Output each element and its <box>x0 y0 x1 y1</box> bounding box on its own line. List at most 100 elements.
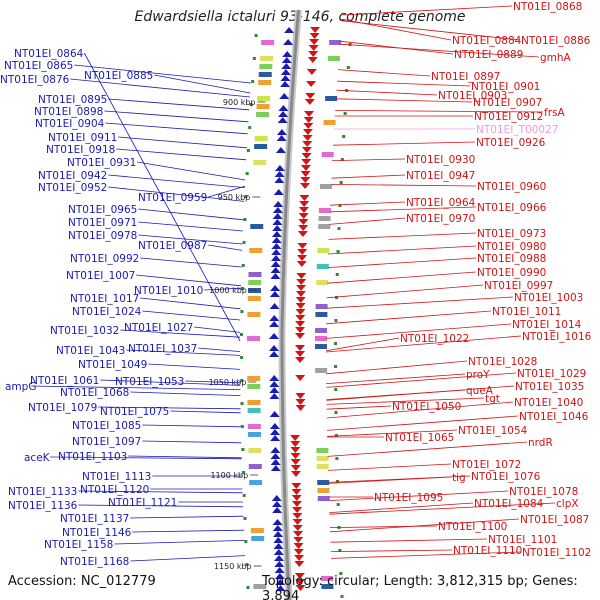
right-gene-label: NT01EI_1040 <box>514 397 583 409</box>
left-gene-label: NT01EI_0898 <box>34 106 103 118</box>
forward-gene-arrow <box>299 201 310 207</box>
left-gene-label: NT01EI_1103 <box>58 451 127 463</box>
forward-gene-arrow <box>300 177 311 183</box>
reverse-gene-arrow <box>274 555 285 561</box>
reverse-gene-arrow <box>274 567 285 573</box>
forward-gene-arrow <box>304 111 315 117</box>
cog-tile-left <box>258 72 272 77</box>
right-label-leader <box>326 372 517 388</box>
forward-gene-arrow <box>297 255 308 261</box>
left-label-leader <box>78 490 243 494</box>
cog-tile-right <box>323 120 336 125</box>
reverse-gene-arrow <box>272 207 283 213</box>
gc-marker-right <box>340 158 344 161</box>
right-label-leader <box>337 80 471 87</box>
reverse-gene-arrow <box>273 189 284 195</box>
gc-marker-right <box>338 204 342 207</box>
forward-gene-arrow <box>295 333 306 339</box>
right-label-leader <box>326 405 392 410</box>
cog-tile-left <box>247 376 261 381</box>
left-label-leader <box>130 391 241 396</box>
forward-gene-arrow <box>298 225 309 231</box>
left-label-leader <box>114 540 245 545</box>
left-label-leader <box>142 440 242 444</box>
genome-summary-text: Topology: circular; Length: 3,812,315 bp… <box>262 574 578 600</box>
scale-label: 1000 kbp <box>209 286 247 295</box>
forward-gene-arrow <box>293 543 304 549</box>
left-label-leader <box>208 244 243 251</box>
left-gene-label: NT01EI_1010 <box>134 285 203 297</box>
right-gene-label: NT01EI_1076 <box>471 471 541 483</box>
cog-tile-left <box>247 408 261 413</box>
right-label-leader <box>327 441 528 457</box>
left-gene-label: aceK <box>24 452 51 464</box>
left-label-leader <box>126 349 241 356</box>
reverse-gene-arrow <box>282 51 293 57</box>
reverse-gene-arrow <box>269 387 280 393</box>
scale-label: 1100 kbp <box>210 471 248 480</box>
gc-marker-right <box>343 112 347 115</box>
right-gene-label: clpX <box>556 498 579 510</box>
reverse-gene-arrow <box>269 345 280 351</box>
cog-tile-left <box>247 384 261 389</box>
cog-tile-left <box>259 64 273 69</box>
left-label-leader <box>70 78 251 98</box>
left-gene-label: NT01EI_0911 <box>48 132 117 144</box>
left-label-leader <box>136 274 242 287</box>
forward-gene-arrow <box>302 129 313 135</box>
reverse-gene-arrow <box>271 231 282 237</box>
forward-gene-arrow <box>291 489 302 495</box>
gc-marker-left <box>243 218 247 221</box>
scale-label: 950 kbp <box>218 193 251 202</box>
left-gene-label: NT01EI_1136 <box>8 500 78 512</box>
left-label-leader <box>108 174 245 188</box>
right-gene-label: NT01EI_1046 <box>519 411 589 423</box>
forward-gene-arrow <box>292 519 303 525</box>
reverse-gene-arrow <box>281 57 292 63</box>
forward-gene-arrow <box>293 549 304 555</box>
left-label-leader <box>100 379 241 386</box>
cog-tile-left <box>248 464 262 469</box>
forward-gene-arrow <box>295 579 306 585</box>
forward-gene-arrow <box>300 171 311 177</box>
forward-gene-arrow <box>295 351 306 357</box>
left-gene-label: NT01EI_0864 <box>14 48 84 60</box>
forward-gene-arrow <box>304 99 315 105</box>
right-label-leader <box>328 490 509 501</box>
cog-tile-right <box>315 344 328 349</box>
cog-tile-right <box>318 224 331 229</box>
reverse-gene-arrow <box>274 573 285 579</box>
left-label-leader <box>108 186 245 202</box>
cog-tile-left <box>251 536 265 541</box>
reverse-gene-arrow <box>269 351 280 357</box>
right-gene-label: NT01EI_1110 <box>453 545 522 557</box>
gc-marker-right <box>340 595 344 598</box>
reverse-gene-arrow <box>269 381 280 387</box>
accession-text: Accession: NC_012779 <box>8 574 156 589</box>
reverse-gene-arrow <box>271 255 282 261</box>
forward-gene-arrow <box>297 249 308 255</box>
left-label-leader <box>138 234 243 245</box>
forward-gene-arrow <box>295 399 306 405</box>
reverse-gene-arrow <box>270 273 281 279</box>
reverse-gene-arrow <box>275 585 286 591</box>
left-gene-label: NT01EI_0918 <box>46 144 115 156</box>
right-gene-label: NT01EI_1101 <box>488 534 557 546</box>
left-label-leader <box>140 257 242 268</box>
right-gene-label: NT01EI_1003 <box>514 292 583 304</box>
forward-gene-arrow <box>292 513 303 519</box>
right-label-leader <box>328 245 477 255</box>
forward-gene-arrow <box>305 93 316 99</box>
forward-gene-arrow <box>309 39 320 45</box>
reverse-gene-arrow <box>273 201 284 207</box>
right-gene-label: NT01EI_0964 <box>406 197 476 209</box>
cog-tile-right <box>318 216 331 221</box>
cog-tile-left <box>261 40 275 45</box>
gc-marker-right <box>339 181 343 184</box>
right-label-leader <box>333 141 476 146</box>
forward-gene-arrow <box>301 147 312 153</box>
forward-gene-arrow <box>306 81 317 87</box>
left-gene-label: NT01EI_0885 <box>84 70 153 82</box>
left-label-leader <box>78 504 244 508</box>
left-gene-label: NT01EI_1079 <box>28 402 97 414</box>
